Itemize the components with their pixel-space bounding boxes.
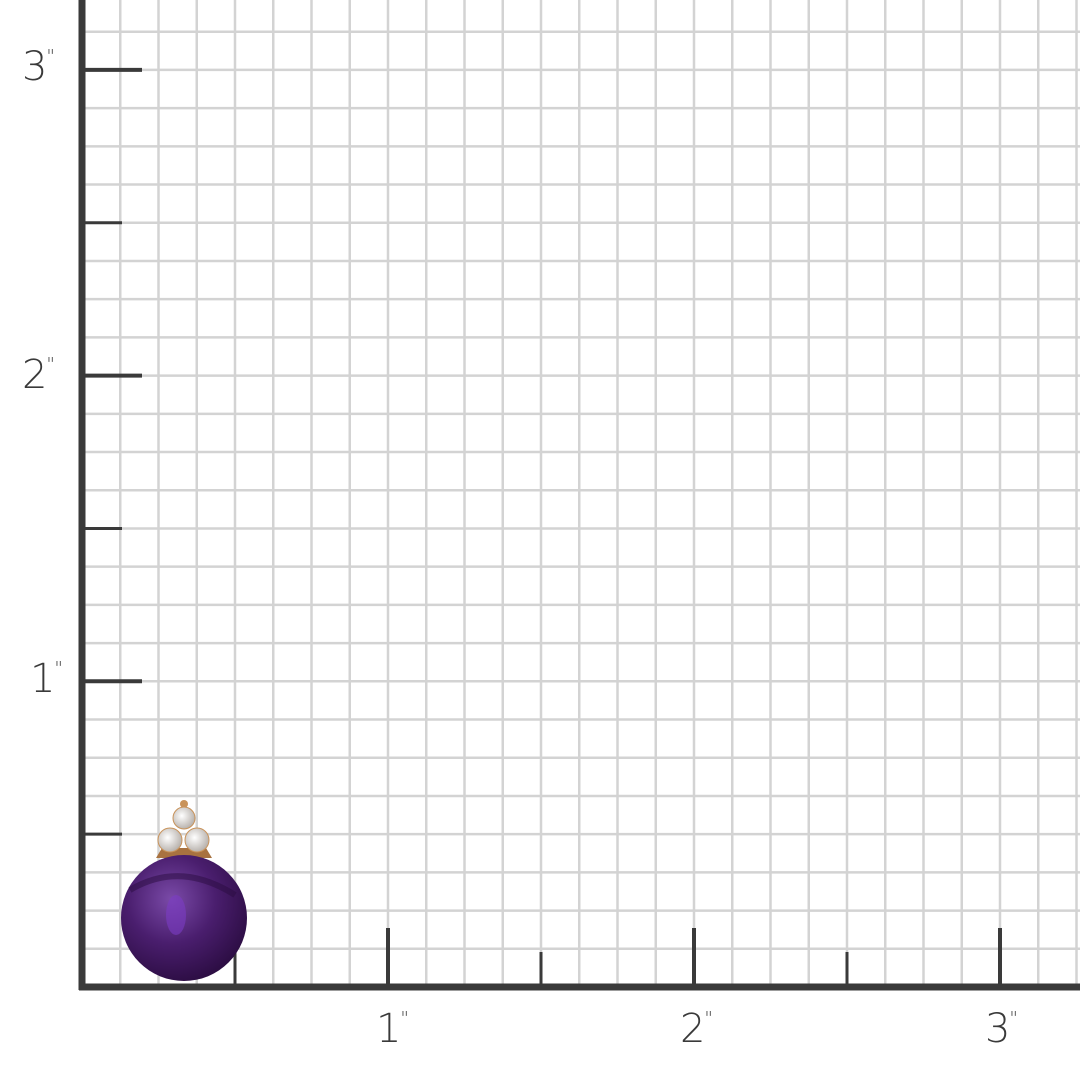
y-label-3: 3" — [22, 44, 55, 90]
amethyst-bead — [121, 855, 247, 981]
diamond-cluster — [157, 806, 210, 853]
x-label-2: 2" — [680, 1006, 713, 1052]
x-label-1: 1" — [376, 1006, 409, 1052]
y-label-1: 1" — [30, 656, 63, 702]
x-label-3: 3" — [985, 1006, 1018, 1052]
y-label-2: 2" — [22, 352, 55, 398]
